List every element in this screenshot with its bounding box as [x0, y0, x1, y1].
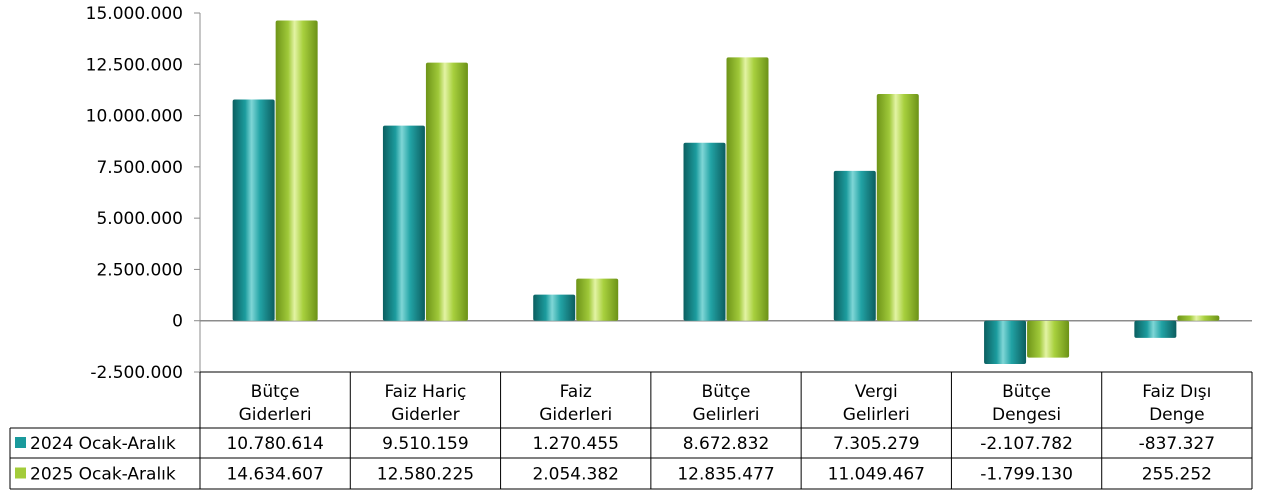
bar-1-7: [1134, 320, 1177, 338]
legend-swatch-1: [15, 437, 26, 448]
category-label: Vergi: [855, 382, 898, 402]
data-cell: 12.580.225: [377, 465, 474, 485]
data-cell: 2.054.382: [532, 465, 619, 485]
data-cell: 14.634.607: [226, 465, 323, 485]
legend-label-1: 2024 Ocak-Aralık: [30, 434, 176, 454]
y-tick-label: 7.500.000: [96, 158, 183, 178]
bar-2-5: [876, 94, 919, 321]
bar-1-4: [683, 142, 726, 321]
category-label: Dengesi: [992, 405, 1061, 425]
data-cell: 11.049.467: [828, 465, 925, 485]
y-tick-label: -2.500.000: [90, 363, 183, 383]
y-tick-label: 15.000.000: [86, 4, 183, 24]
data-cell: -1.799.130: [980, 465, 1073, 485]
data-cell: 10.780.614: [226, 434, 323, 454]
category-label: Denge: [1149, 405, 1205, 425]
y-tick-label: 12.500.000: [86, 55, 183, 75]
bar-2-2: [425, 62, 468, 321]
bar-1-6: [984, 320, 1027, 364]
y-tick-label: 2.500.000: [96, 260, 183, 280]
category-label: Giderler: [391, 405, 459, 425]
category-label: Bütçe: [251, 382, 300, 402]
bar-1-2: [382, 125, 425, 321]
bar-2-1: [275, 20, 318, 321]
bar-2-3: [576, 278, 619, 321]
data-cell: 9.510.159: [382, 434, 469, 454]
data-cell: -2.107.782: [980, 434, 1073, 454]
category-label: Bütçe: [702, 382, 751, 402]
data-cell: 8.672.832: [683, 434, 770, 454]
data-cell: 1.270.455: [532, 434, 619, 454]
y-tick-label: 5.000.000: [96, 209, 183, 229]
data-cell: 7.305.279: [833, 434, 920, 454]
y-tick-label: 0: [172, 312, 183, 332]
legend-label-2: 2025 Ocak-Aralık: [30, 465, 176, 485]
bar-2-4: [726, 57, 769, 321]
bar-1-1: [232, 99, 275, 321]
category-label: Gelirleri: [843, 405, 910, 425]
bar-2-7: [1177, 315, 1220, 321]
data-cell: 255.252: [1142, 465, 1212, 485]
category-label: Giderleri: [239, 405, 312, 425]
bar-1-3: [533, 294, 576, 321]
bar-2-6: [1027, 320, 1070, 358]
y-tick-label: 10.000.000: [86, 107, 183, 127]
category-label: Bütçe: [1002, 382, 1051, 402]
category-label: Faiz Hariç: [384, 382, 466, 402]
category-label: Faiz Dışı: [1142, 382, 1211, 402]
data-cell: 12.835.477: [677, 465, 774, 485]
category-label: Giderleri: [539, 405, 612, 425]
bar-1-5: [833, 170, 876, 321]
category-label: Faiz: [560, 382, 592, 402]
category-label: Gelirleri: [693, 405, 760, 425]
legend-swatch-2: [15, 467, 26, 479]
data-cell: -837.327: [1139, 434, 1215, 454]
